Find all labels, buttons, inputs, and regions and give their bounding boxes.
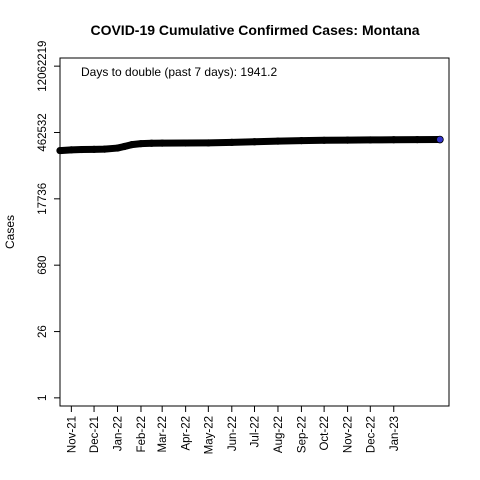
- x-axis: Nov-21 Dec-21 Jan-22 Feb-22 Mar-22 Apr-22 May-…: [66, 405, 401, 454]
- data-point: [343, 136, 352, 144]
- y-axis: 1 26 680 17736 462532 12062219: [37, 41, 61, 401]
- data-point: [366, 136, 374, 144]
- x-tick-label: Jan-23: [389, 416, 401, 451]
- series-layer: [56, 135, 444, 155]
- latest-point-marker: [436, 135, 444, 144]
- data-point: [113, 144, 122, 152]
- y-axis-label: Cases: [3, 215, 17, 249]
- data-point: [67, 146, 75, 154]
- y-tick-label: 1: [37, 395, 49, 401]
- x-tick-label: Oct-22: [319, 416, 331, 451]
- x-tick-label: Jan-22: [113, 416, 125, 451]
- data-point: [137, 140, 145, 148]
- x-tick-label: Sep-22: [296, 416, 308, 453]
- data-point: [78, 145, 86, 154]
- data-point: [320, 136, 328, 144]
- x-tick-label: Aug-22: [273, 416, 285, 453]
- data-point: [204, 139, 212, 147]
- y-tick-label: 680: [37, 256, 49, 275]
- data-point: [297, 137, 306, 145]
- x-tick-label: May-22: [203, 416, 215, 454]
- y-tick-label: 462532: [37, 113, 49, 151]
- data-point: [56, 146, 64, 155]
- y-tick-label: 26: [37, 325, 49, 338]
- plot-frame: [59, 57, 450, 407]
- y-tick-label: 17736: [37, 183, 49, 215]
- data-point: [158, 139, 166, 147]
- data-point: [101, 145, 109, 153]
- data-point: [274, 137, 282, 145]
- chart-title: COVID-19 Cumulative Confirmed Cases: Mon…: [90, 22, 419, 38]
- data-point: [228, 138, 236, 147]
- data-point: [90, 145, 98, 153]
- annotation-text: Days to double (past 7 days): 1941.2: [81, 65, 277, 79]
- data-point: [390, 136, 398, 144]
- data-point: [147, 139, 156, 147]
- x-tick-label: Nov-21: [66, 416, 78, 453]
- x-tick-label: Jul-22: [250, 416, 262, 447]
- x-tick-label: Nov-22: [343, 416, 355, 453]
- x-tick-label: Feb-22: [136, 416, 148, 452]
- x-tick-label: Jun-22: [227, 416, 239, 451]
- data-point: [120, 142, 128, 151]
- data-point: [182, 139, 190, 147]
- x-tick-label: Mar-22: [157, 416, 169, 452]
- data-point: [128, 140, 136, 149]
- x-tick-label: Apr-22: [181, 416, 193, 451]
- x-tick-label: Dec-22: [365, 416, 377, 453]
- y-tick-label: 12062219: [37, 41, 49, 92]
- data-point: [413, 136, 421, 144]
- data-point: [250, 138, 259, 146]
- x-tick-label: Dec-21: [89, 416, 101, 453]
